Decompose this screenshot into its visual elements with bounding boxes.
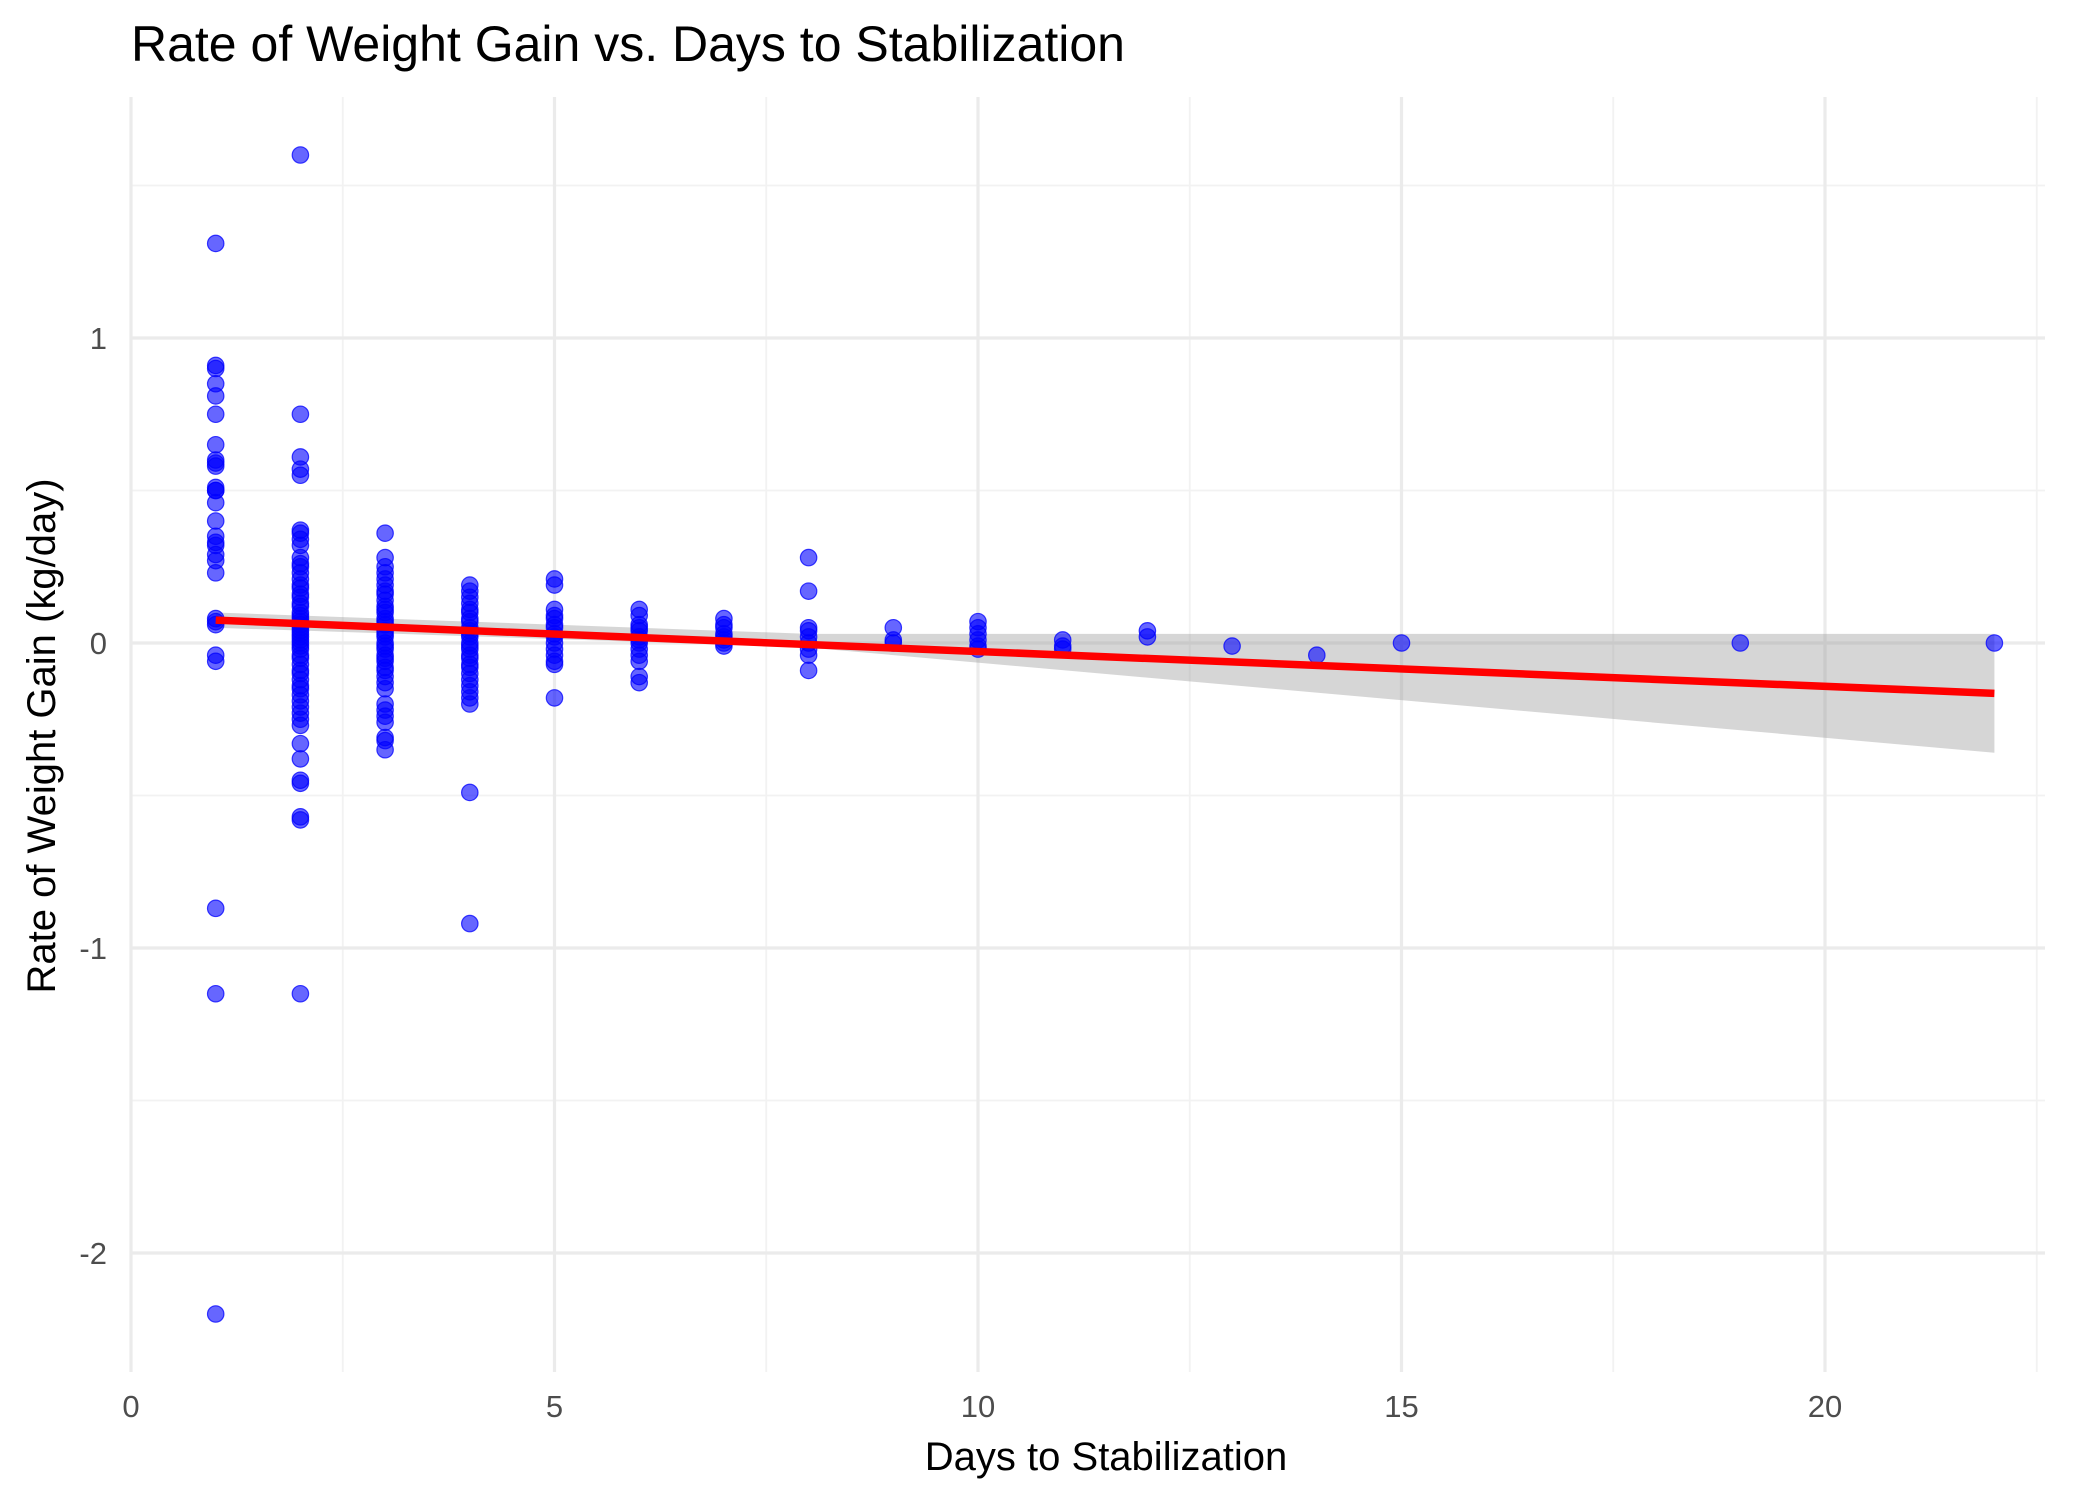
data-point xyxy=(1731,634,1750,652)
data-point xyxy=(206,984,225,1003)
data-point xyxy=(1392,634,1411,652)
data-points xyxy=(206,146,2004,1323)
data-point xyxy=(1223,637,1241,655)
data-point xyxy=(291,146,310,164)
data-point xyxy=(291,811,310,829)
y-tick-label: -2 xyxy=(79,1236,107,1271)
y-tick-label: 1 xyxy=(90,321,107,356)
data-point xyxy=(206,387,225,405)
data-point xyxy=(460,783,479,802)
data-point xyxy=(630,673,648,692)
data-point xyxy=(291,984,310,1003)
y-axis-tick-labels: -2 -1 0 1 xyxy=(79,321,107,1271)
data-point xyxy=(206,435,225,454)
x-tick-label: 15 xyxy=(1384,1389,1418,1424)
confidence-band xyxy=(215,612,1995,753)
data-point xyxy=(545,655,564,674)
data-point xyxy=(291,734,310,753)
data-point xyxy=(376,740,394,759)
regression-line-layer xyxy=(215,616,1995,698)
data-point xyxy=(799,582,818,600)
data-point xyxy=(630,652,648,671)
data-point xyxy=(291,405,310,424)
data-point xyxy=(1138,628,1157,646)
data-point xyxy=(799,548,818,567)
data-point xyxy=(1308,646,1326,664)
data-point xyxy=(291,716,310,735)
data-point xyxy=(206,512,225,530)
x-tick-label: 5 xyxy=(546,1389,563,1424)
confidence-band-layer xyxy=(215,612,1995,753)
data-point xyxy=(206,234,225,253)
data-point xyxy=(460,695,479,713)
data-point xyxy=(206,564,225,582)
data-point xyxy=(799,646,818,664)
data-point xyxy=(206,405,225,424)
regression-line xyxy=(215,616,1995,698)
data-point xyxy=(376,713,394,732)
data-point xyxy=(206,1305,225,1323)
x-tick-label: 0 xyxy=(122,1389,139,1424)
data-point xyxy=(545,689,564,707)
data-point xyxy=(291,774,310,793)
data-point xyxy=(460,914,479,933)
data-point xyxy=(376,679,394,698)
x-tick-label: 10 xyxy=(961,1389,995,1424)
data-point xyxy=(206,899,225,918)
x-axis-tick-labels: 0 5 10 15 20 xyxy=(122,1389,1842,1424)
x-tick-label: 20 xyxy=(1808,1389,1842,1424)
y-tick-label: -1 xyxy=(79,931,107,966)
grid xyxy=(129,97,2045,1372)
chart-title: Rate of Weight Gain vs. Days to Stabiliz… xyxy=(131,16,1125,72)
data-point xyxy=(799,661,818,680)
data-point xyxy=(206,457,225,475)
data-point xyxy=(206,359,225,378)
data-point xyxy=(291,750,310,768)
data-point xyxy=(206,493,225,512)
data-point xyxy=(1985,634,2004,652)
y-axis-title: Rate of Weight Gain (kg/day) xyxy=(20,478,64,993)
data-point xyxy=(291,466,310,485)
data-point xyxy=(206,652,225,671)
y-tick-label: 0 xyxy=(90,626,107,661)
data-point xyxy=(545,576,564,594)
x-axis-title: Days to Stabilization xyxy=(925,1435,1287,1479)
data-point xyxy=(376,524,394,542)
